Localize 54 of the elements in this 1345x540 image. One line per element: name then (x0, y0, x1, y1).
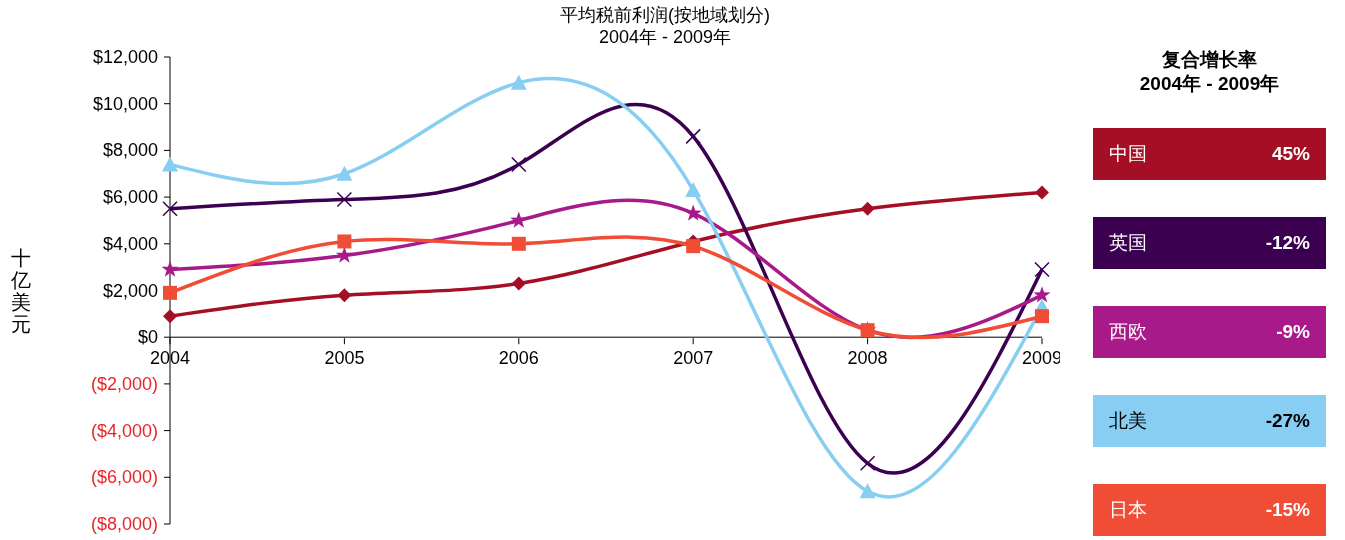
x-tick-label: 2005 (324, 348, 365, 369)
point (511, 236, 526, 251)
text: -15% (1265, 499, 1310, 521)
chart-title: 平均税前利润(按地域划分) (559, 4, 771, 26)
y-tick-label: $10,000 (92, 93, 158, 114)
y-tick-label: $12,000 (92, 47, 158, 67)
text: 45% (1271, 143, 1310, 165)
point (511, 276, 526, 291)
y-tick-label: $4,000 (102, 233, 158, 254)
point (684, 204, 702, 221)
point (1034, 261, 1050, 278)
y-tick-label: ($2,000) (90, 373, 158, 394)
point (685, 182, 702, 198)
point (163, 285, 177, 300)
point (860, 201, 875, 216)
x-tick-label: 2008 (847, 348, 888, 369)
point (686, 239, 701, 254)
text: -9% (1276, 321, 1310, 343)
point (511, 156, 527, 173)
point (685, 128, 701, 145)
y-tick-label: $0 (137, 327, 158, 348)
point (161, 260, 179, 277)
point (1035, 309, 1049, 324)
point (336, 165, 353, 181)
text: 北美 (1109, 409, 1147, 433)
text: 中国 (1109, 142, 1147, 166)
text: 英国 (1109, 231, 1147, 255)
point (1033, 286, 1051, 303)
point (335, 246, 353, 263)
text: -12% (1265, 232, 1310, 254)
y-tick-label: $6,000 (102, 187, 158, 208)
text: 西欧 (1109, 320, 1147, 344)
point (162, 156, 178, 172)
point (163, 309, 177, 324)
y-tick-label: $2,000 (102, 280, 158, 301)
point (337, 288, 352, 303)
x-tick-label: 2007 (673, 348, 714, 369)
text: 日本 (1109, 498, 1147, 522)
y-tick-label: ($4,000) (90, 420, 158, 441)
point (337, 234, 352, 249)
legend-title: 复合增长率 2004年 - 2009年 (1138, 48, 1281, 96)
y-tick-label: ($8,000) (90, 514, 158, 534)
y-axis-title: 十亿美元 (10, 246, 32, 335)
y-tick-label: $8,000 (102, 140, 158, 161)
x-tick-label: 2006 (498, 348, 539, 369)
y-tick-label: ($6,000) (90, 467, 158, 488)
text: -27% (1265, 410, 1310, 432)
point (162, 201, 178, 217)
point (859, 483, 876, 499)
point (1035, 185, 1049, 200)
x-tick-label: 2004 (149, 348, 191, 369)
point (336, 191, 353, 208)
point (510, 74, 527, 90)
chart-subtitle: 2004年 - 2009年 (597, 26, 733, 48)
